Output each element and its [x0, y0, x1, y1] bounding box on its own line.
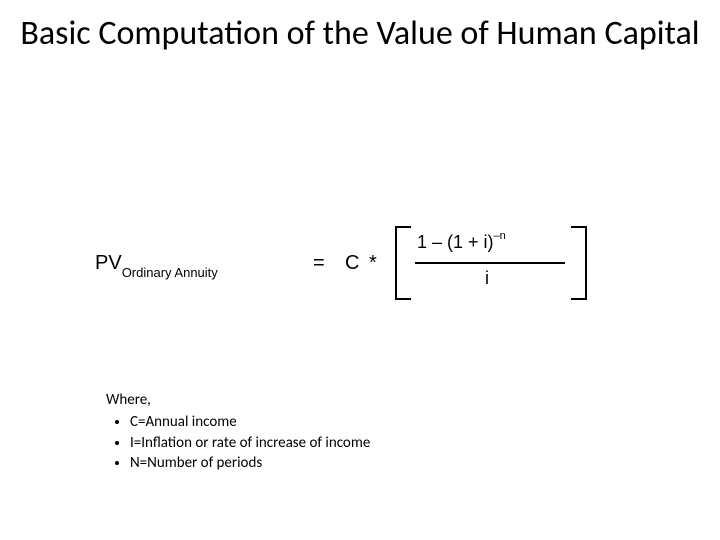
fraction-bar — [415, 262, 565, 264]
list-item: I=Inflation or rate of increase of incom… — [130, 433, 370, 453]
bracket-right — [571, 226, 587, 300]
formula-numerator: 1 – (1 + i)–n — [417, 232, 506, 253]
formula-lhs-main: PV — [95, 252, 122, 274]
formula: PVOrdinary Annuity = C * 1 – (1 + i)–n i — [95, 230, 615, 310]
formula-numerator-base: 1 – (1 + i) — [417, 232, 494, 252]
formula-multiply: * — [369, 252, 377, 275]
where-block: Where, C=Annual income I=Inflation or ra… — [106, 390, 370, 473]
formula-equals: = — [313, 252, 325, 275]
formula-denominator: i — [485, 268, 489, 289]
formula-coefficient: C — [345, 252, 359, 275]
list-item: C=Annual income — [130, 412, 370, 432]
slide-title: Basic Computation of the Value of Human … — [0, 14, 720, 53]
slide: Basic Computation of the Value of Human … — [0, 0, 720, 540]
list-item: N=Number of periods — [130, 453, 370, 473]
where-heading: Where, — [106, 390, 370, 410]
formula-lhs: PVOrdinary Annuity — [95, 252, 218, 277]
formula-lhs-subscript: Ordinary Annuity — [122, 265, 218, 280]
formula-numerator-exponent: –n — [494, 230, 506, 242]
bracket-left — [395, 226, 411, 300]
where-list: C=Annual income I=Inflation or rate of i… — [106, 412, 370, 473]
